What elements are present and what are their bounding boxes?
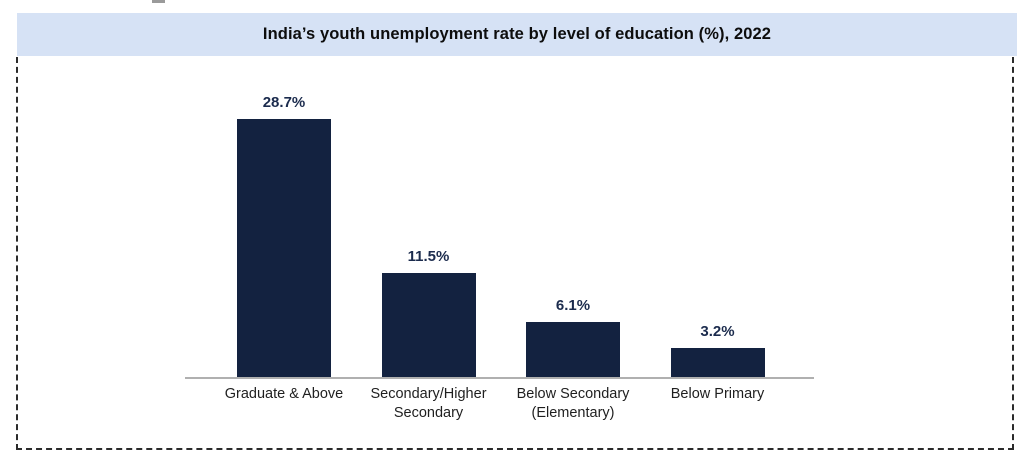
x-axis-line xyxy=(185,377,814,379)
cropped-artifact xyxy=(152,0,165,3)
bar-value-label: 6.1% xyxy=(555,297,591,314)
bar-value-label: 28.7% xyxy=(262,94,306,111)
x-axis-category-label: Graduate & Above xyxy=(224,386,344,402)
chart-title-banner: India’s youth unemployment rate by level… xyxy=(17,13,1017,56)
x-axis-category-label: Secondary/Higher Secondary xyxy=(370,386,487,421)
x-axis-category-label: Below Secondary (Elementary) xyxy=(516,386,630,421)
bar-value-label: 3.2% xyxy=(700,323,735,340)
x-axis-category-label: Below Primary xyxy=(670,386,765,402)
chart-border-box: 28.7% Graduate & Above 11.5% Secondary/High… xyxy=(16,57,1014,450)
chart-title: India’s youth unemployment rate by level… xyxy=(262,25,772,43)
bar-value-label: 11.5% xyxy=(407,248,450,265)
bar xyxy=(237,119,331,377)
bar xyxy=(526,322,620,377)
bar xyxy=(670,348,765,377)
bar xyxy=(381,273,476,377)
